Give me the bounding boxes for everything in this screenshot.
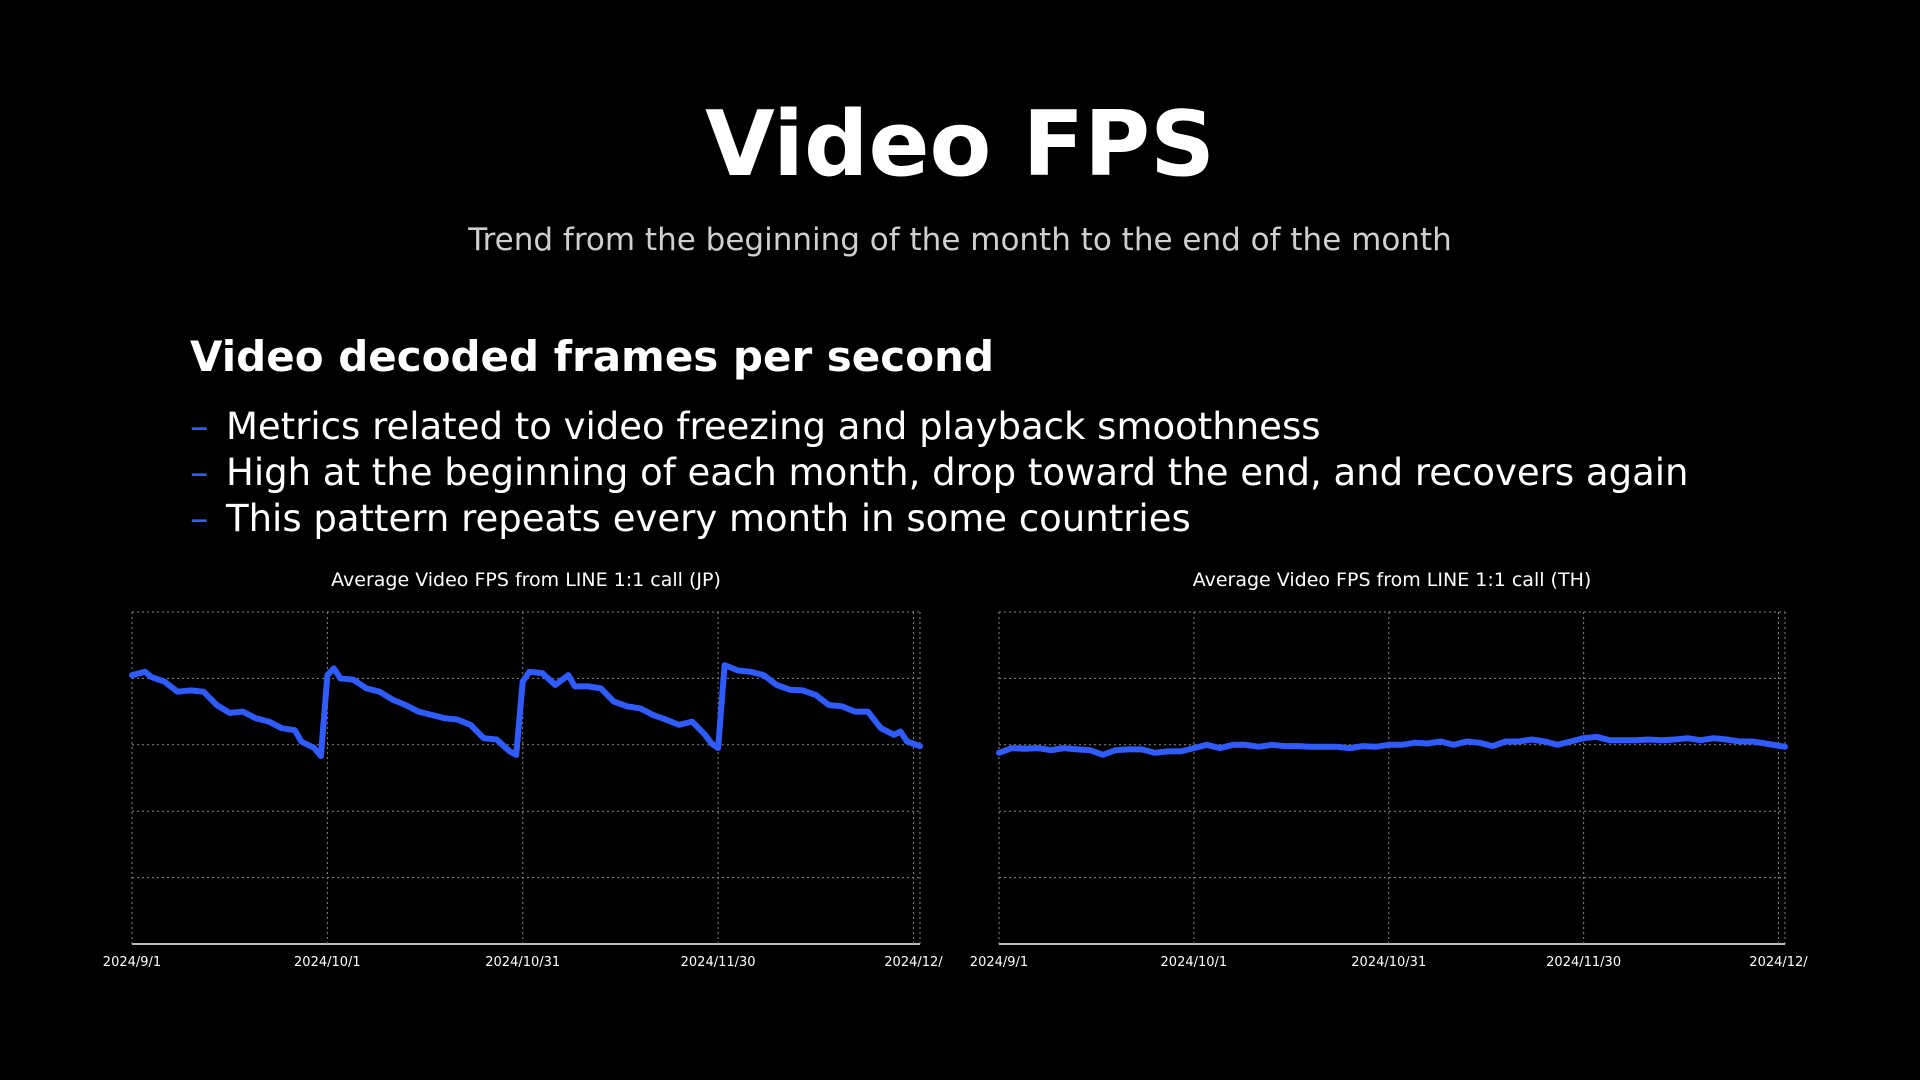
bullet-text: High at the beginning of each month, dro… bbox=[226, 451, 1689, 494]
section-heading: Video decoded frames per second bbox=[190, 332, 995, 381]
x-tick-label: 2024/10/31 bbox=[485, 955, 560, 970]
x-tick-label: 2024/12/ bbox=[1749, 955, 1808, 970]
x-tick-label: 2024/11/30 bbox=[681, 955, 756, 970]
x-tick-label: 2024/11/30 bbox=[1546, 955, 1621, 970]
slide-title: Video FPS bbox=[705, 92, 1215, 197]
chart-title: Average Video FPS from LINE 1:1 call (JP… bbox=[331, 569, 721, 591]
x-tick-label: 2024/10/31 bbox=[1351, 955, 1426, 970]
bullet-item: – This pattern repeats every month in som… bbox=[190, 496, 1689, 542]
x-tick-label: 2024/9/1 bbox=[103, 955, 161, 970]
bullet-item: – High at the beginning of each month, dr… bbox=[190, 450, 1689, 496]
x-tick-label: 2024/10/1 bbox=[1161, 955, 1228, 970]
bullet-list: – Metrics related to video freezing and p… bbox=[190, 404, 1689, 542]
bullet-text: This pattern repeats every month in some… bbox=[226, 497, 1191, 540]
bullet-dash: – bbox=[190, 451, 209, 494]
x-tick-label: 2024/12/ bbox=[884, 955, 943, 970]
slide-subtitle: Trend from the beginning of the month to… bbox=[468, 222, 1452, 258]
chart-title: Average Video FPS from LINE 1:1 call (TH… bbox=[1193, 569, 1592, 591]
bullet-dash: – bbox=[190, 497, 209, 540]
line bbox=[129, 662, 923, 760]
bullet-dash: – bbox=[190, 405, 209, 448]
bullet-item: – Metrics related to video freezing and p… bbox=[190, 404, 1689, 450]
line bbox=[996, 733, 1788, 758]
x-tick-label: 2024/9/1 bbox=[970, 955, 1028, 970]
x-tick-label: 2024/10/1 bbox=[294, 955, 361, 970]
bullet-text: Metrics related to video freezing and pl… bbox=[226, 405, 1321, 448]
